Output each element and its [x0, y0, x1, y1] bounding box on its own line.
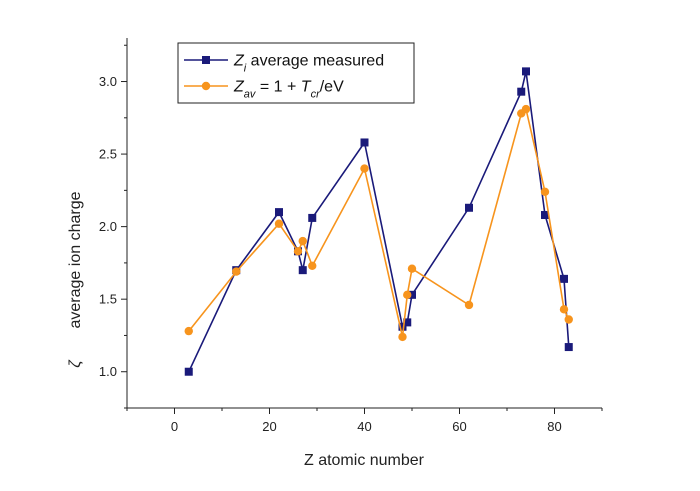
data-point — [522, 67, 530, 76]
data-point — [298, 236, 307, 246]
y-tick-label: 2.5 — [99, 147, 117, 162]
data-point — [398, 332, 407, 342]
legend-marker — [202, 56, 210, 64]
x-tick-label: 80 — [547, 419, 561, 434]
data-point — [407, 264, 417, 273]
x-tick-label: 20 — [262, 419, 276, 434]
y-axis: 1.0 1.5 2.0 2.5 3.0 — [99, 44, 127, 409]
data-point — [403, 290, 412, 300]
legend-item-2: Zav = 1 + Tcr/eV — [184, 79, 344, 101]
data-point — [398, 322, 407, 331]
data-point — [403, 318, 412, 327]
series-1-line — [188, 71, 570, 373]
x-tick-label: 40 — [357, 419, 371, 434]
series-2 — [184, 104, 573, 342]
y-tick-label: 1.5 — [99, 292, 117, 307]
data-point — [184, 367, 193, 376]
data-point — [465, 203, 473, 212]
series-layer — [184, 67, 573, 376]
data-point — [274, 219, 284, 228]
data-point — [408, 290, 416, 299]
data-point — [521, 104, 531, 114]
series-1 — [184, 67, 573, 376]
data-point — [232, 267, 241, 276]
data-point — [308, 213, 317, 222]
y-axis-label: average ion charge — [67, 191, 84, 328]
data-point — [360, 138, 369, 147]
y-tick-label: 3.0 — [99, 74, 117, 89]
legend-box — [177, 42, 415, 104]
data-point — [293, 247, 303, 256]
data-point — [360, 164, 369, 173]
x-axis: 0 20 40 60 80 — [126, 408, 603, 434]
data-point — [540, 187, 550, 197]
legend: Zi average measured Zav = 1 + Tcr/eV — [177, 42, 415, 104]
legend-marker — [201, 81, 211, 91]
y-tick-label: 2.0 — [99, 219, 117, 234]
data-point — [560, 274, 568, 283]
data-point — [464, 300, 474, 310]
x-tick-label: 0 — [171, 419, 178, 434]
data-point — [298, 266, 307, 275]
data-point — [559, 305, 569, 314]
data-point — [275, 208, 283, 217]
legend-item-1: Zi average measured — [184, 53, 384, 75]
y-axis-symbol: ζ — [67, 359, 84, 368]
legend-label: Zav = 1 + Tcr/eV — [233, 79, 344, 101]
legend-label: Zi average measured — [233, 53, 384, 75]
y-tick-label: 1.0 — [99, 364, 117, 379]
x-axis-title: Z atomic number — [304, 452, 425, 469]
series-2-line — [188, 107, 570, 338]
data-point — [184, 326, 193, 336]
data-point — [308, 261, 317, 271]
y-axis-title: ζ average ion charge — [67, 191, 84, 367]
data-point — [541, 211, 549, 220]
data-point — [564, 315, 573, 324]
x-tick-label: 60 — [452, 419, 466, 434]
data-point — [517, 87, 526, 96]
data-point — [564, 343, 573, 352]
